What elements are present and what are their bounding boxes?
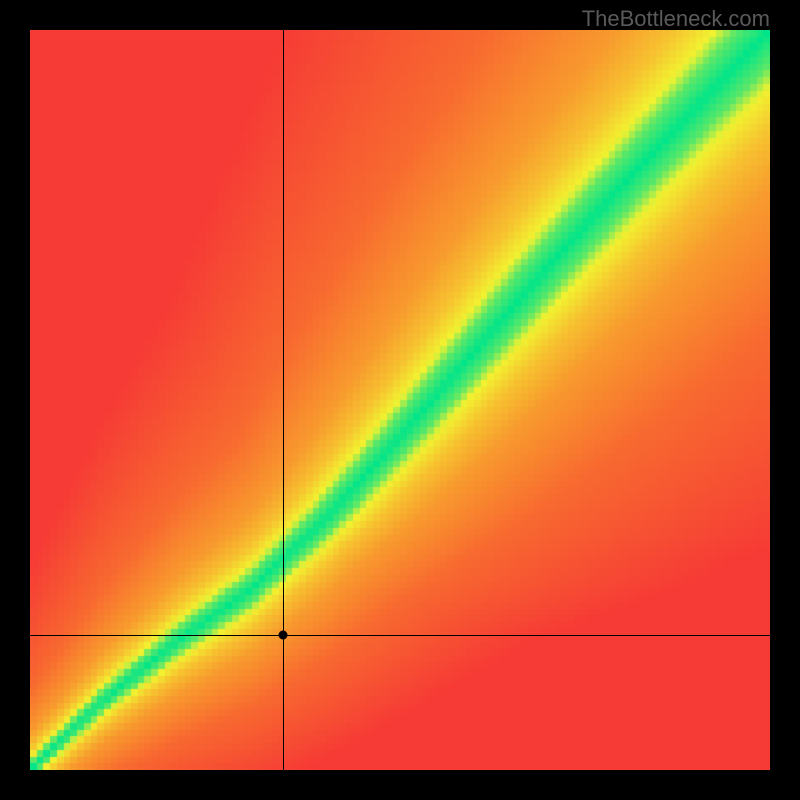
- watermark-text: TheBottleneck.com: [582, 6, 770, 32]
- plot-area: [30, 30, 770, 770]
- bottleneck-heatmap: [30, 30, 770, 770]
- crosshair-horizontal: [30, 635, 770, 636]
- marker-dot: [279, 630, 288, 639]
- crosshair-vertical: [283, 30, 284, 770]
